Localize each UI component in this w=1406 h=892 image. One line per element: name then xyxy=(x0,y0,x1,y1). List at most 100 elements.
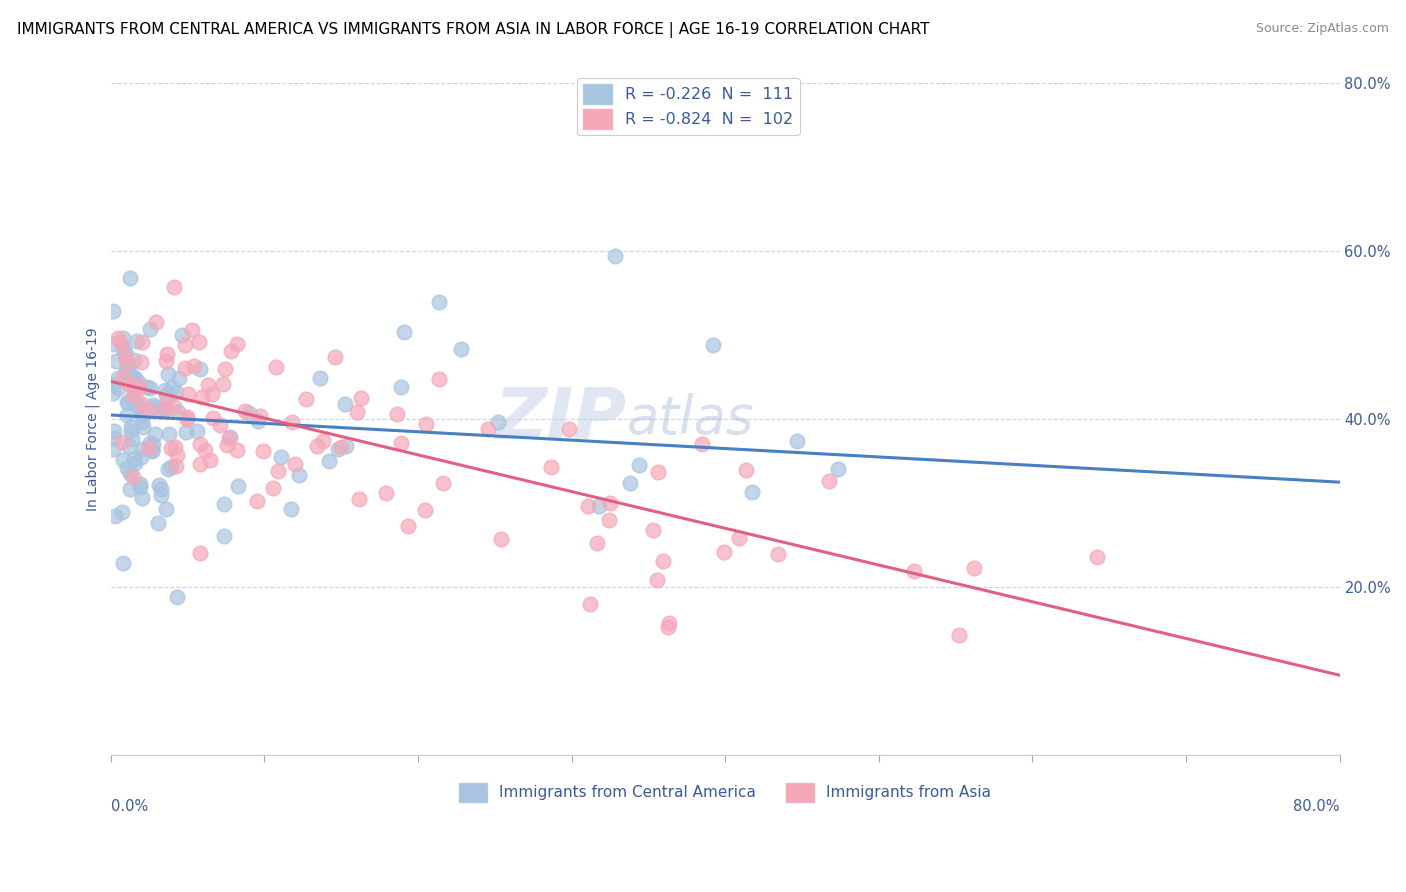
Point xyxy=(586,535,609,549)
Point xyxy=(149,403,172,417)
Point xyxy=(138,435,160,450)
Point xyxy=(188,437,211,451)
Point xyxy=(120,482,142,496)
Text: ZIP: ZIP xyxy=(495,384,627,454)
Point xyxy=(305,439,328,453)
Point xyxy=(150,482,173,496)
Point xyxy=(252,444,274,458)
Point xyxy=(121,432,143,446)
Point xyxy=(211,376,233,391)
Point xyxy=(165,441,187,455)
Text: Source: ZipAtlas.com: Source: ZipAtlas.com xyxy=(1256,22,1389,36)
Point xyxy=(948,628,970,642)
Point xyxy=(143,426,166,441)
Point xyxy=(578,598,600,612)
Point xyxy=(177,386,200,401)
Point xyxy=(208,417,231,432)
Point xyxy=(103,442,125,457)
Point xyxy=(166,405,188,419)
Point xyxy=(817,474,839,488)
Point xyxy=(121,392,143,407)
Point xyxy=(156,346,179,360)
Point xyxy=(392,325,415,339)
Point xyxy=(190,457,212,471)
Point xyxy=(598,513,620,527)
Point xyxy=(238,405,260,419)
Point xyxy=(110,335,132,350)
Point xyxy=(270,450,292,464)
Point xyxy=(131,355,153,369)
Point xyxy=(619,476,641,491)
Point xyxy=(160,441,183,455)
Legend: Immigrants from Central America, Immigrants from Asia: Immigrants from Central America, Immigra… xyxy=(453,777,997,808)
Point xyxy=(218,431,240,445)
Point xyxy=(131,397,153,411)
Point xyxy=(128,401,150,415)
Point xyxy=(346,405,368,419)
Point xyxy=(226,336,249,351)
Point xyxy=(128,379,150,393)
Point xyxy=(112,452,135,467)
Point xyxy=(120,420,142,434)
Point xyxy=(557,422,579,436)
Text: 80.0%: 80.0% xyxy=(1294,798,1340,814)
Point xyxy=(148,478,170,492)
Point xyxy=(128,376,150,391)
Text: atlas: atlas xyxy=(627,393,755,445)
Point xyxy=(152,402,174,417)
Point xyxy=(226,479,249,493)
Point xyxy=(486,415,509,429)
Point xyxy=(163,401,186,415)
Point xyxy=(225,442,247,457)
Point xyxy=(962,561,984,575)
Point xyxy=(190,390,212,404)
Point xyxy=(132,442,155,457)
Point xyxy=(167,371,190,385)
Point xyxy=(121,368,143,383)
Point xyxy=(173,338,195,352)
Point xyxy=(180,323,202,337)
Point xyxy=(118,367,141,381)
Point xyxy=(246,494,269,508)
Point xyxy=(326,442,349,456)
Point xyxy=(702,338,724,352)
Point xyxy=(111,342,134,356)
Point xyxy=(540,460,562,475)
Point xyxy=(118,271,141,285)
Point xyxy=(201,387,224,401)
Point xyxy=(129,477,152,491)
Point xyxy=(131,334,153,349)
Point xyxy=(139,380,162,394)
Point xyxy=(103,378,125,392)
Point xyxy=(145,315,167,329)
Point xyxy=(267,464,290,478)
Point xyxy=(641,523,664,537)
Point xyxy=(104,509,127,524)
Point xyxy=(713,545,735,559)
Point xyxy=(103,336,125,351)
Point xyxy=(188,362,211,376)
Point xyxy=(166,448,188,462)
Point xyxy=(131,409,153,423)
Point xyxy=(165,458,187,473)
Point xyxy=(117,396,139,410)
Point xyxy=(477,422,499,436)
Point xyxy=(903,564,925,578)
Point xyxy=(690,437,713,451)
Point xyxy=(157,461,180,475)
Point xyxy=(427,294,450,309)
Point xyxy=(138,404,160,418)
Point xyxy=(413,503,436,517)
Point xyxy=(118,466,141,480)
Point xyxy=(124,456,146,470)
Point xyxy=(159,459,181,474)
Point xyxy=(588,499,610,513)
Point xyxy=(735,463,758,477)
Point xyxy=(125,334,148,348)
Point xyxy=(142,401,165,415)
Point xyxy=(115,394,138,409)
Point xyxy=(114,349,136,363)
Point xyxy=(174,360,197,375)
Point xyxy=(120,424,142,438)
Point xyxy=(105,354,128,368)
